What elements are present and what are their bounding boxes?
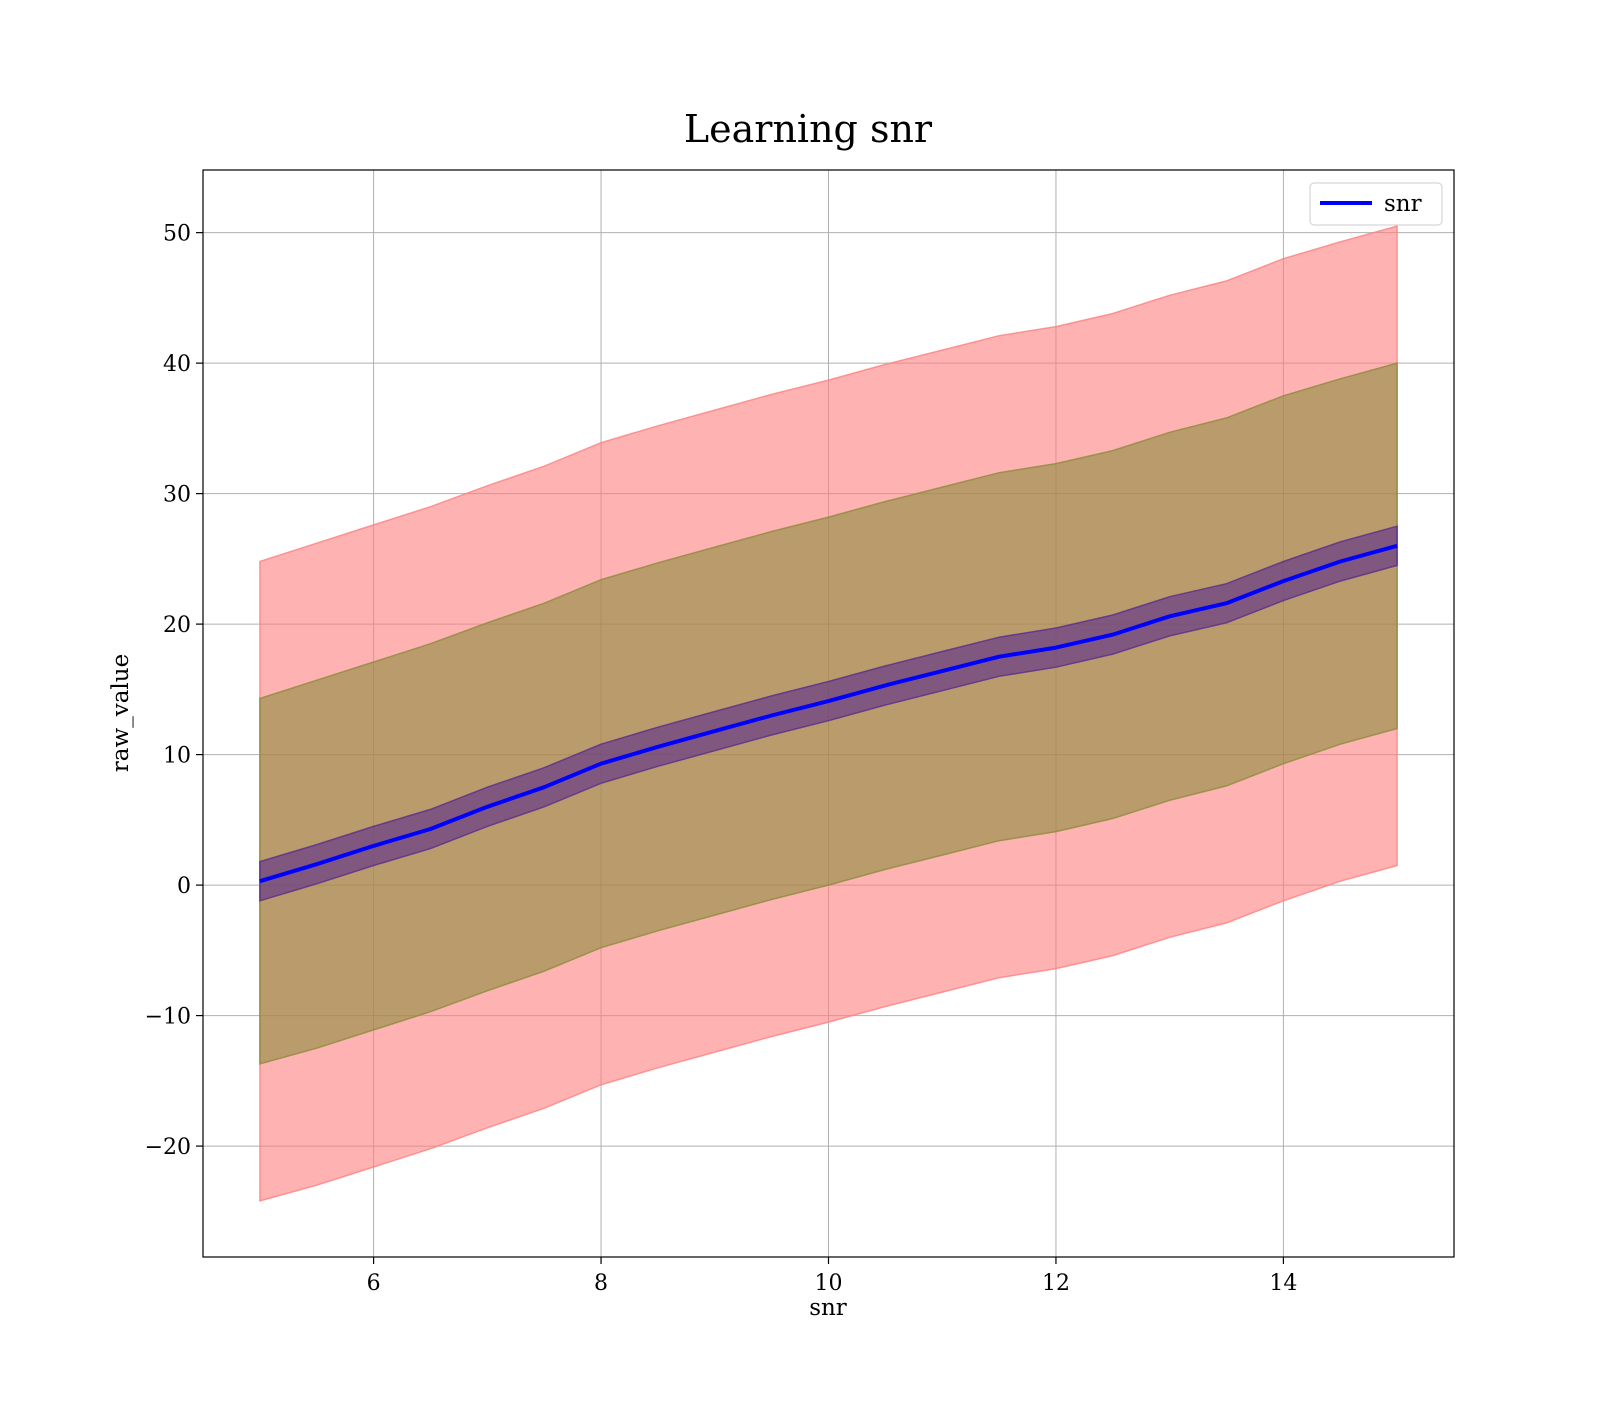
y-axis-ticks: −20 −10 0 10 20 30 40 50: [145, 222, 203, 1160]
legend: snr: [1309, 182, 1443, 226]
x-tick-label-2: 10: [815, 1271, 843, 1296]
x-tick-label-3: 12: [1042, 1271, 1070, 1296]
confidence-bands: [259, 225, 1398, 1202]
x-axis-label: snr: [809, 1295, 847, 1321]
band-2: [259, 525, 1398, 902]
x-axis-ticks: 6 8 10 12 14: [367, 1257, 1297, 1296]
y-tick-label-2: 0: [177, 874, 191, 899]
y-tick-label-4: 20: [163, 613, 191, 638]
y-axis-label: raw_value: [108, 654, 134, 772]
y-tick-label-5: 30: [163, 483, 191, 508]
y-tick-label-1: −10: [145, 1005, 191, 1030]
y-tick-label-3: 10: [163, 744, 191, 769]
legend-label-snr: snr: [1384, 191, 1422, 217]
series-line-0: [259, 543, 1398, 884]
y-tick-label-0: −20: [145, 1135, 191, 1160]
legend-box: [1309, 182, 1443, 226]
x-tick-label-0: 6: [367, 1271, 381, 1296]
y-tick-label-7: 50: [163, 222, 191, 247]
series-lines: [259, 543, 1398, 884]
chart-title: Learning snr: [684, 107, 933, 151]
x-tick-label-4: 14: [1269, 1271, 1297, 1296]
x-tick-label-1: 8: [594, 1271, 608, 1296]
y-tick-label-6: 40: [163, 352, 191, 377]
